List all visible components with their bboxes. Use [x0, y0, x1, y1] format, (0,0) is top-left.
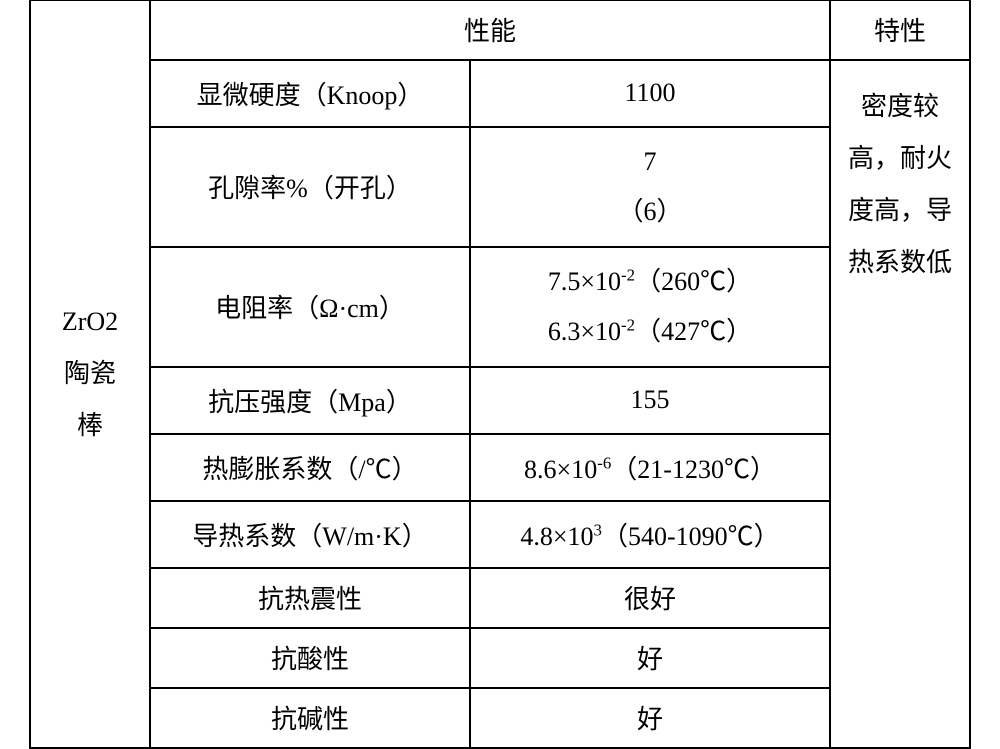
- row-value: 4.8×103（540-1090℃）: [470, 501, 830, 568]
- row-label: 抗酸性: [150, 628, 470, 688]
- table-row: 抗碱性 好: [30, 688, 970, 748]
- table-row: 抗热震性 很好: [30, 568, 970, 628]
- row-value: 好: [470, 628, 830, 688]
- table-row: 显微硬度（Knoop） 1100 密度较高，耐火度高，导热系数低: [30, 60, 970, 127]
- table-row: 导热系数（W/m·K） 4.8×103（540-1090℃）: [30, 501, 970, 568]
- material-label: ZrO2陶瓷棒: [31, 296, 149, 452]
- row-label: 抗热震性: [150, 568, 470, 628]
- material-cell: ZrO2陶瓷棒: [30, 0, 150, 748]
- characteristic-cell: 密度较高，耐火度高，导热系数低: [830, 60, 970, 748]
- table-container: ZrO2陶瓷棒 性能 特性 显微硬度（Knoop） 1100 密度较高，耐火度高…: [29, 0, 971, 749]
- row-label: 抗碱性: [150, 688, 470, 748]
- row-label: 导热系数（W/m·K）: [150, 501, 470, 568]
- row-value: 很好: [470, 568, 830, 628]
- header-row: ZrO2陶瓷棒 性能 特性: [30, 0, 970, 60]
- table-row: 热膨胀系数（/℃） 8.6×10-6（21-1230℃）: [30, 434, 970, 501]
- row-value: 155: [470, 367, 830, 434]
- table-row: 孔隙率%（开孔） 7（6）: [30, 127, 970, 247]
- row-value: 好: [470, 688, 830, 748]
- row-label: 孔隙率%（开孔）: [150, 127, 470, 247]
- row-label: 显微硬度（Knoop）: [150, 60, 470, 127]
- characteristic-text: 密度较高，耐火度高，导热系数低: [831, 81, 969, 289]
- row-value: 1100: [470, 60, 830, 127]
- table-row: 抗酸性 好: [30, 628, 970, 688]
- table-row: 电阻率（Ω·cm） 7.5×10-2（260℃）6.3×10-2（427℃）: [30, 247, 970, 367]
- row-label: 热膨胀系数（/℃）: [150, 434, 470, 501]
- table-row: 抗压强度（Mpa） 155: [30, 367, 970, 434]
- header-characteristic: 特性: [830, 0, 970, 60]
- row-label: 抗压强度（Mpa）: [150, 367, 470, 434]
- header-performance: 性能: [150, 0, 830, 60]
- row-label: 电阻率（Ω·cm）: [150, 247, 470, 367]
- row-value: 7.5×10-2（260℃）6.3×10-2（427℃）: [470, 247, 830, 367]
- properties-table: ZrO2陶瓷棒 性能 特性 显微硬度（Knoop） 1100 密度较高，耐火度高…: [29, 0, 971, 749]
- row-value: 7（6）: [470, 127, 830, 247]
- row-value: 8.6×10-6（21-1230℃）: [470, 434, 830, 501]
